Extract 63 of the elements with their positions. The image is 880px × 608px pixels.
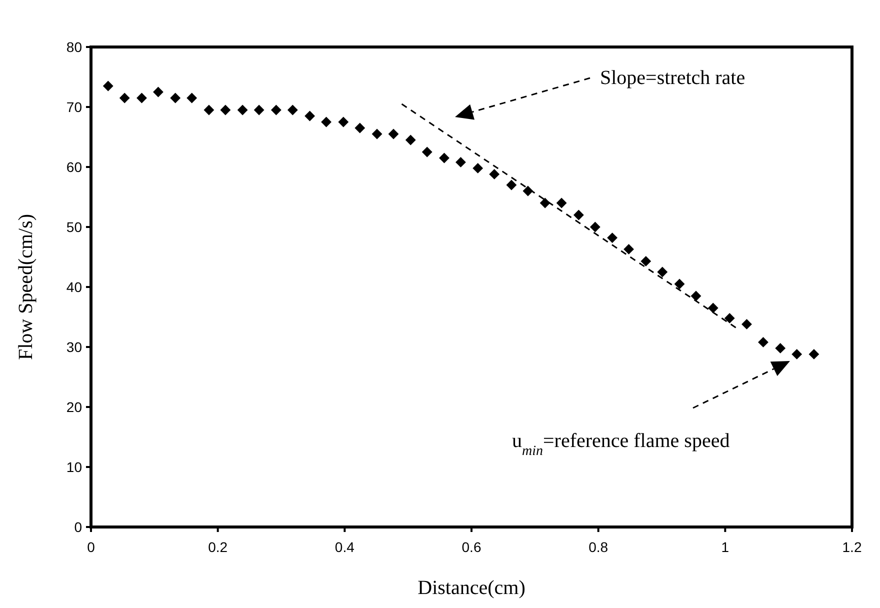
point <box>153 86 164 98</box>
point <box>119 92 130 104</box>
point <box>372 128 382 140</box>
point <box>472 163 484 174</box>
point <box>186 92 198 104</box>
point <box>354 122 366 134</box>
point <box>674 278 685 290</box>
point <box>136 92 147 104</box>
point <box>489 169 500 180</box>
point <box>742 319 752 330</box>
point <box>640 256 652 266</box>
point <box>405 134 416 146</box>
x-axis-title: Distance(cm) <box>418 577 526 599</box>
point <box>270 104 282 116</box>
point <box>304 110 315 122</box>
point <box>102 80 114 92</box>
y-tick-label: 50 <box>66 218 82 235</box>
point <box>556 198 567 208</box>
point <box>724 313 735 324</box>
point <box>708 302 718 314</box>
point <box>170 92 181 104</box>
point <box>422 146 432 158</box>
x-tick-label: 0 <box>87 539 96 555</box>
point <box>808 349 820 360</box>
point <box>456 157 466 168</box>
annotation: u$_{min}$=reference flame speed <box>512 430 730 458</box>
x-tick-label: 1.2 <box>842 539 862 555</box>
point <box>254 104 264 116</box>
point <box>287 104 298 116</box>
y-tick-label: 10 <box>66 458 82 475</box>
point <box>657 266 668 278</box>
y-tick-label: 30 <box>66 338 82 355</box>
point <box>522 186 534 196</box>
point <box>573 210 584 220</box>
y-tick-label: 20 <box>66 398 82 415</box>
point <box>506 180 517 190</box>
point <box>204 104 214 116</box>
point <box>607 232 618 243</box>
x-tick-label: 0.8 <box>588 539 608 555</box>
point <box>775 343 786 354</box>
point <box>758 337 768 348</box>
annotation: Slope=stretch rate <box>600 67 746 89</box>
y-tick-label: 40 <box>66 278 82 295</box>
point <box>624 244 634 254</box>
point <box>690 290 702 302</box>
y-axis-title: Flow Speed(cm/s) <box>15 214 37 360</box>
point <box>540 198 550 208</box>
y-tick-label: 60 <box>66 158 82 175</box>
point <box>590 222 600 232</box>
y-tick-label: 70 <box>66 98 82 115</box>
point <box>792 349 802 360</box>
point <box>388 128 399 140</box>
point <box>220 104 231 116</box>
point <box>321 116 332 128</box>
x-tick-label: 0.4 <box>334 539 355 555</box>
point <box>338 116 349 128</box>
y-tick-label: 80 <box>66 38 82 55</box>
point <box>439 152 450 164</box>
x-tick-label: 0.2 <box>208 539 228 555</box>
x-tick-label: 0.6 <box>462 539 482 555</box>
y-tick-label: 0 <box>74 518 82 535</box>
x-tick-label: 1 <box>721 539 730 555</box>
point <box>237 104 248 116</box>
